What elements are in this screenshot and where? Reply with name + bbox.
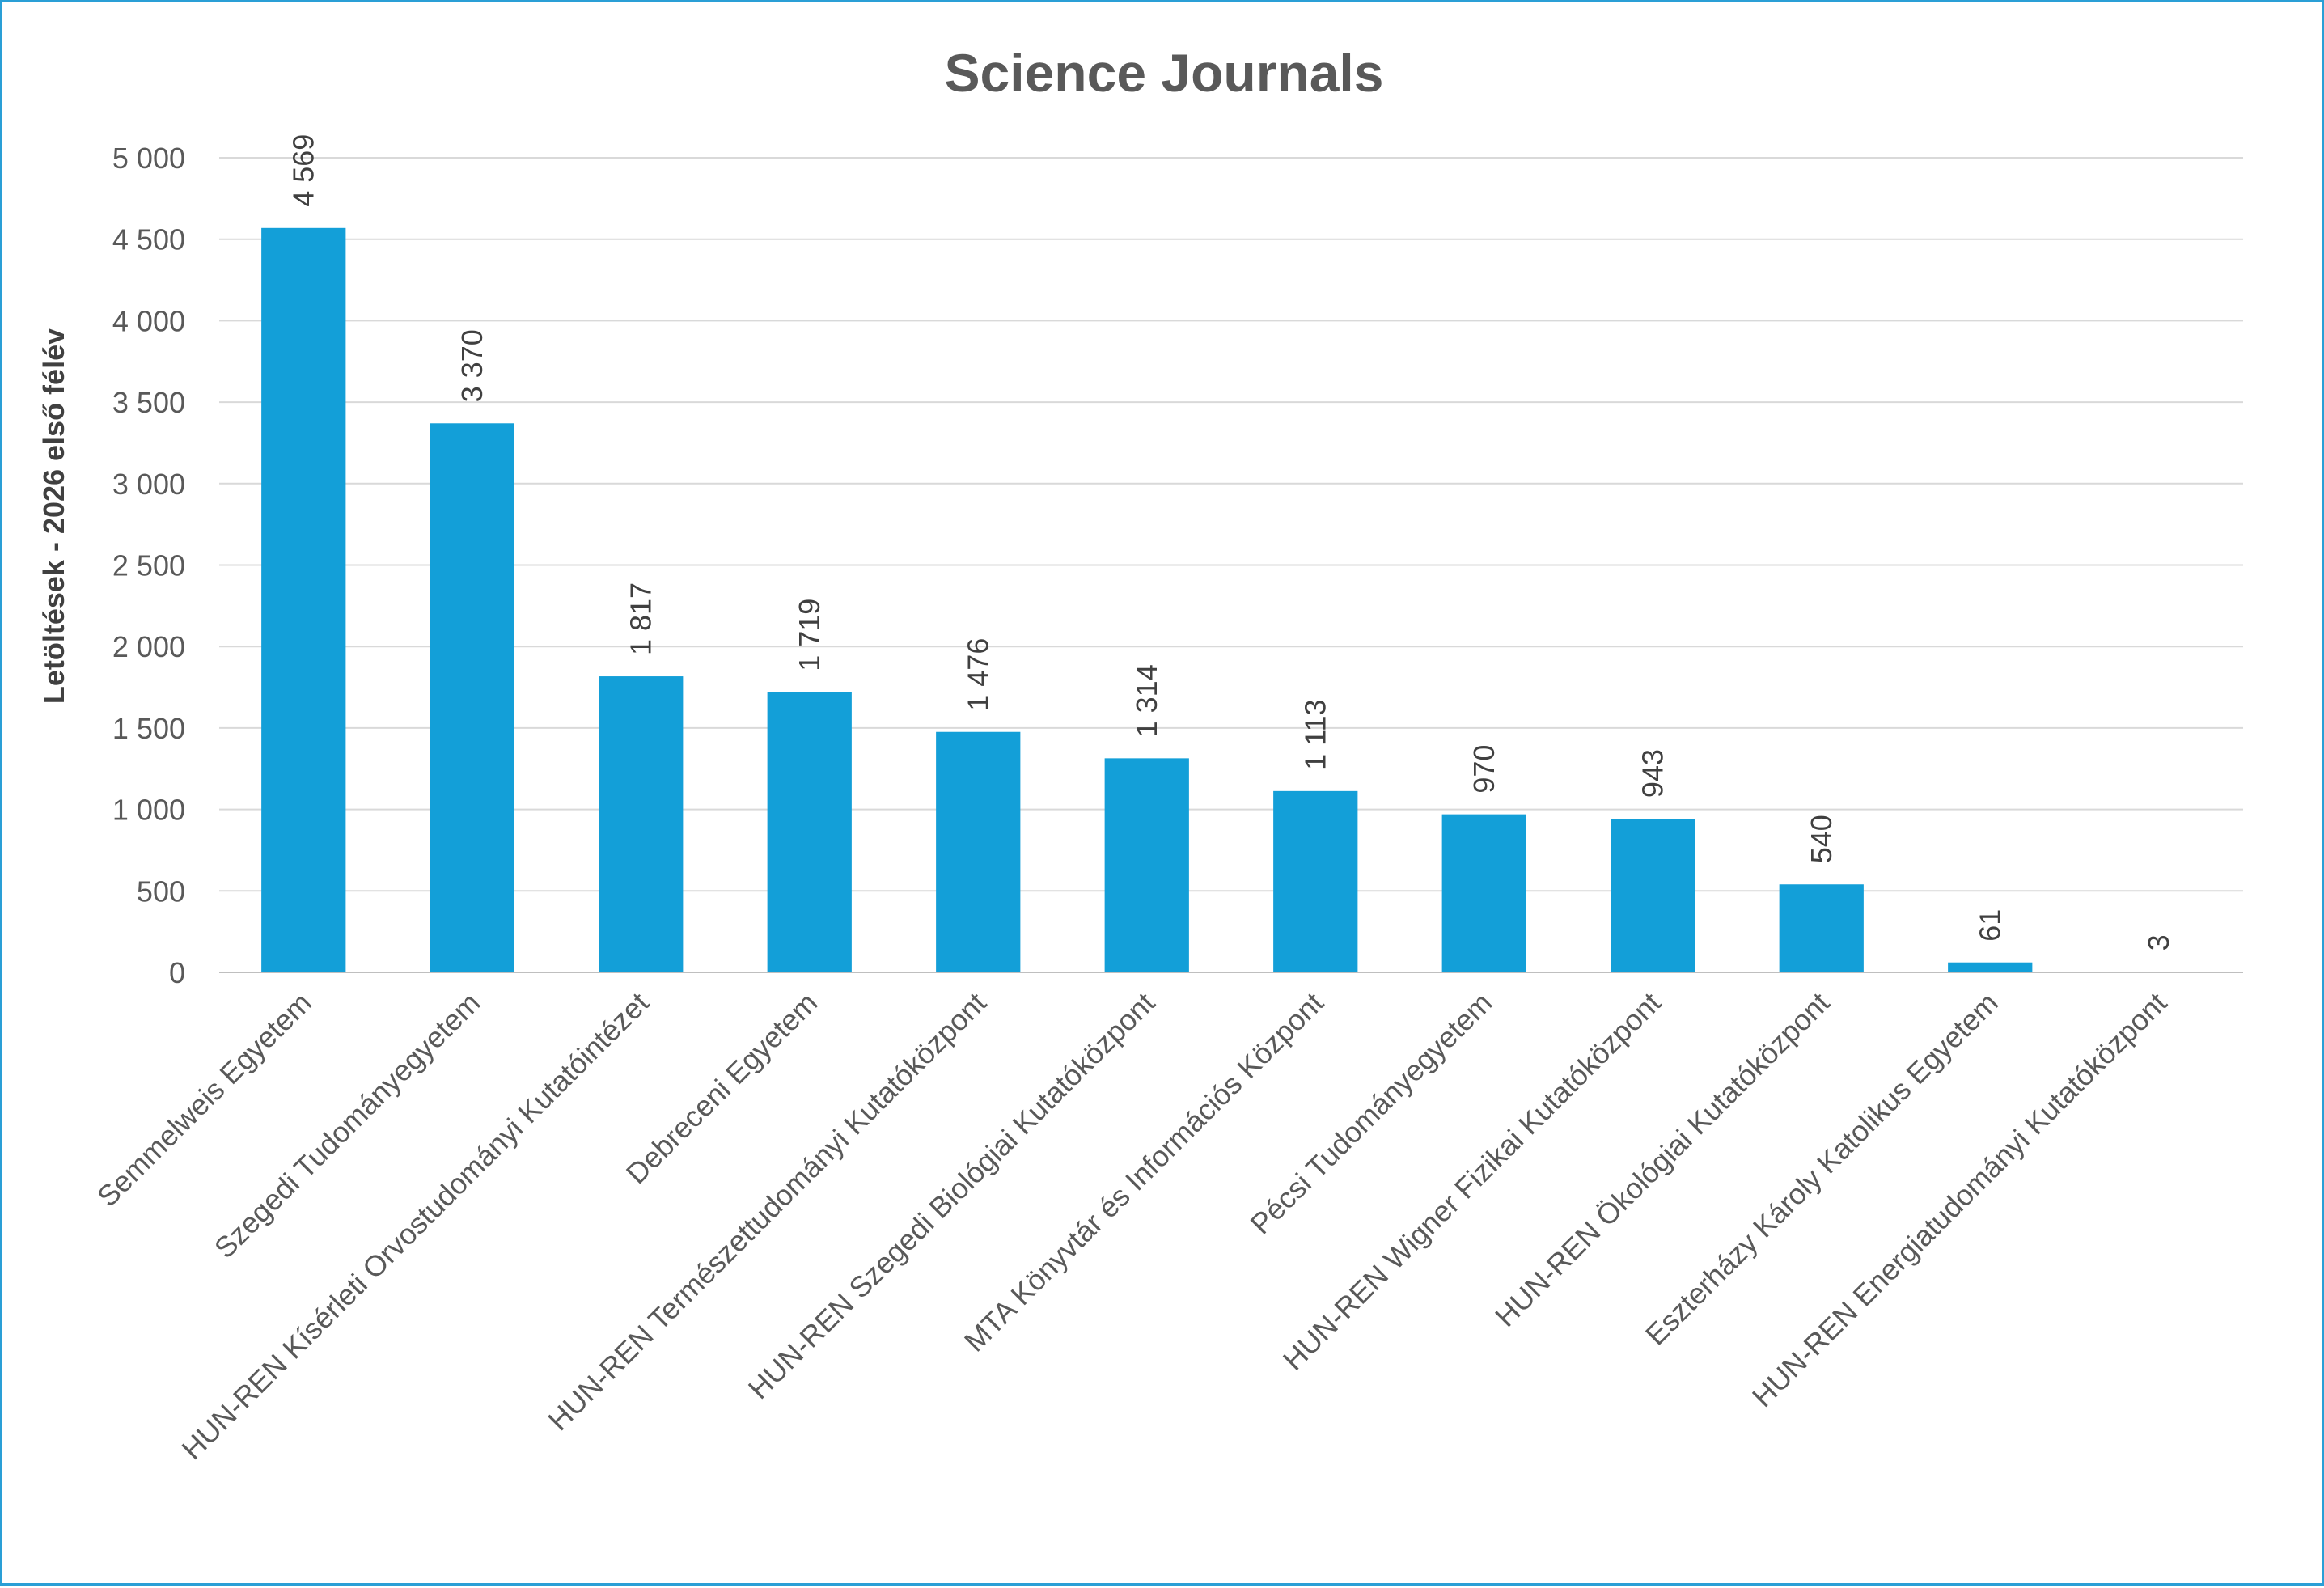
y-tick-label: 1 500 — [112, 712, 185, 745]
bar — [1273, 790, 1358, 972]
chart-title: Science Journals — [945, 43, 1384, 103]
bar-value-label: 61 — [1973, 909, 2006, 942]
bar-value-label: 1 476 — [961, 638, 994, 711]
bar-value-label: 970 — [1467, 745, 1501, 794]
category-label: Eszterházy Károly Katolikus Egyetem — [1639, 986, 2004, 1352]
bar — [599, 676, 684, 972]
y-tick-label: 0 — [169, 956, 185, 989]
y-tick-label: 4 500 — [112, 223, 185, 256]
y-tick-label: 3 500 — [112, 386, 185, 419]
bar — [1779, 884, 1864, 972]
bar-value-label: 4 569 — [286, 134, 320, 207]
y-tick-label: 4 000 — [112, 304, 185, 337]
gridlines — [219, 157, 2243, 892]
y-tick-label: 2 000 — [112, 630, 185, 663]
bar — [1441, 814, 1526, 972]
bar — [936, 731, 1021, 972]
y-axis-label: Letöltések - 2026 első félév — [37, 328, 70, 704]
bar-value-label: 3 — [2142, 934, 2175, 951]
data-labels: 4 569 3 370 1 817 1 719 1 476 1 314 1 113 970 94… — [286, 134, 2175, 951]
y-tick-label: 1 000 — [112, 794, 185, 827]
bar-value-label: 943 — [1636, 749, 1669, 798]
y-tick-label: 3 000 — [112, 468, 185, 501]
bar-value-label: 1 719 — [793, 599, 826, 671]
bar — [767, 692, 852, 972]
bar — [261, 227, 346, 972]
bar — [1948, 962, 2033, 972]
bar-value-label: 540 — [1805, 815, 1838, 863]
bar-value-label: 3 370 — [455, 329, 489, 402]
bars — [261, 227, 2201, 972]
category-label: MTA Könyvtár és Információs Központ — [958, 986, 1330, 1358]
bar-value-label: 1 314 — [1130, 664, 1163, 737]
bar — [1611, 819, 1695, 972]
bar — [1104, 758, 1189, 972]
category-label: HUN-REN Ökológiai Kutatóközpont — [1488, 986, 1835, 1333]
y-tick-label: 2 500 — [112, 549, 185, 582]
y-tick-label: 500 — [137, 874, 185, 908]
y-tick-label: 5 000 — [112, 142, 185, 175]
bar-value-label: 1 817 — [624, 582, 657, 655]
bar-value-label: 1 113 — [1298, 699, 1331, 769]
y-axis-ticks: 0 500 1 000 1 500 2 000 2 500 3 000 3 500 4 000 4… — [112, 142, 185, 989]
bar — [430, 423, 514, 972]
category-label: HUN-REN Wigner Fizikai Kutatóközpont — [1276, 986, 1667, 1377]
category-label: Szegedi Tudományegyetem — [208, 986, 487, 1265]
category-label: Debreceni Egyetem — [620, 986, 824, 1191]
